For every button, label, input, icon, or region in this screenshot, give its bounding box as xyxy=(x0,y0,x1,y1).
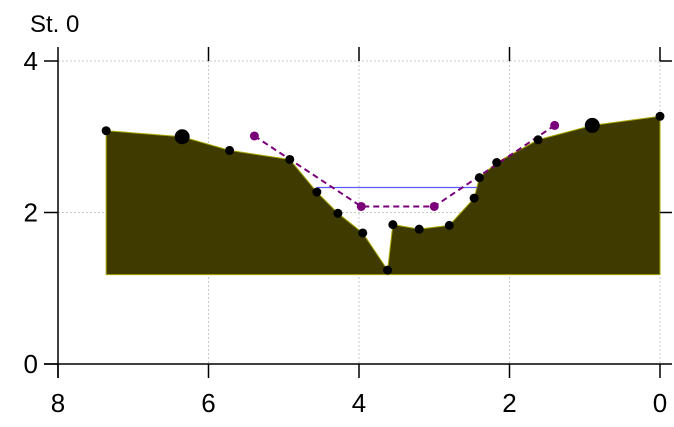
y-tick-label: 4 xyxy=(24,46,38,76)
axis-layer: 8 6 4 2 0 0 2 4 xyxy=(24,46,672,418)
fill-layer xyxy=(105,115,661,276)
x-tick-label: 0 xyxy=(653,388,667,418)
profile-point xyxy=(174,129,190,145)
profile-point xyxy=(101,126,111,136)
profile-point xyxy=(358,228,368,238)
y-tick-label: 2 xyxy=(24,198,38,228)
dashed-series-point xyxy=(249,131,259,141)
x-tick-label: 2 xyxy=(502,388,516,418)
profile-point xyxy=(285,154,295,164)
x-tick-label: 6 xyxy=(201,388,215,418)
profile-point xyxy=(474,173,484,183)
profile-point xyxy=(388,220,398,230)
x-tick-label: 4 xyxy=(352,388,366,418)
chart-title: St. 0 xyxy=(30,11,79,38)
profile-point xyxy=(655,111,665,121)
profile-area xyxy=(105,115,661,276)
profile-point xyxy=(225,145,235,155)
profile-point xyxy=(469,193,479,203)
profile-point xyxy=(584,117,600,133)
profile-point xyxy=(414,224,424,234)
point-layer xyxy=(101,111,665,275)
profile-point xyxy=(492,158,502,168)
dashed-series-point xyxy=(356,201,366,211)
profile-point xyxy=(444,220,454,230)
profile-point xyxy=(312,187,322,197)
dashed-series-point xyxy=(550,120,560,130)
y-tick-label: 0 xyxy=(24,349,38,379)
dashed-series-point xyxy=(429,201,439,211)
x-tick-label: 8 xyxy=(51,388,65,418)
profile-point xyxy=(333,208,343,218)
profile-point xyxy=(383,265,393,275)
profile-point xyxy=(533,135,543,145)
